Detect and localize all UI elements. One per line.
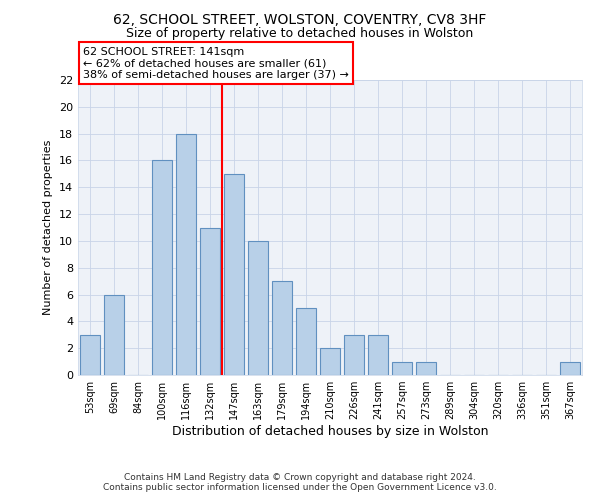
Bar [392,362,412,375]
Y-axis label: Number of detached properties: Number of detached properties [43,140,53,315]
Bar [176,134,196,375]
Bar [152,160,172,375]
Text: Contains HM Land Registry data © Crown copyright and database right 2024.
Contai: Contains HM Land Registry data © Crown c… [103,473,497,492]
Text: Size of property relative to detached houses in Wolston: Size of property relative to detached ho… [127,28,473,40]
Bar [344,335,364,375]
Bar [224,174,244,375]
Text: 62 SCHOOL STREET: 141sqm
← 62% of detached houses are smaller (61)
38% of semi-d: 62 SCHOOL STREET: 141sqm ← 62% of detach… [83,47,349,80]
Bar [80,335,100,375]
X-axis label: Distribution of detached houses by size in Wolston: Distribution of detached houses by size … [172,425,488,438]
Bar [248,241,268,375]
Bar [200,228,220,375]
Bar [320,348,340,375]
Bar [416,362,436,375]
Bar [104,294,124,375]
Bar [560,362,580,375]
Text: 62, SCHOOL STREET, WOLSTON, COVENTRY, CV8 3HF: 62, SCHOOL STREET, WOLSTON, COVENTRY, CV… [113,12,487,26]
Bar [272,281,292,375]
Bar [368,335,388,375]
Bar [296,308,316,375]
